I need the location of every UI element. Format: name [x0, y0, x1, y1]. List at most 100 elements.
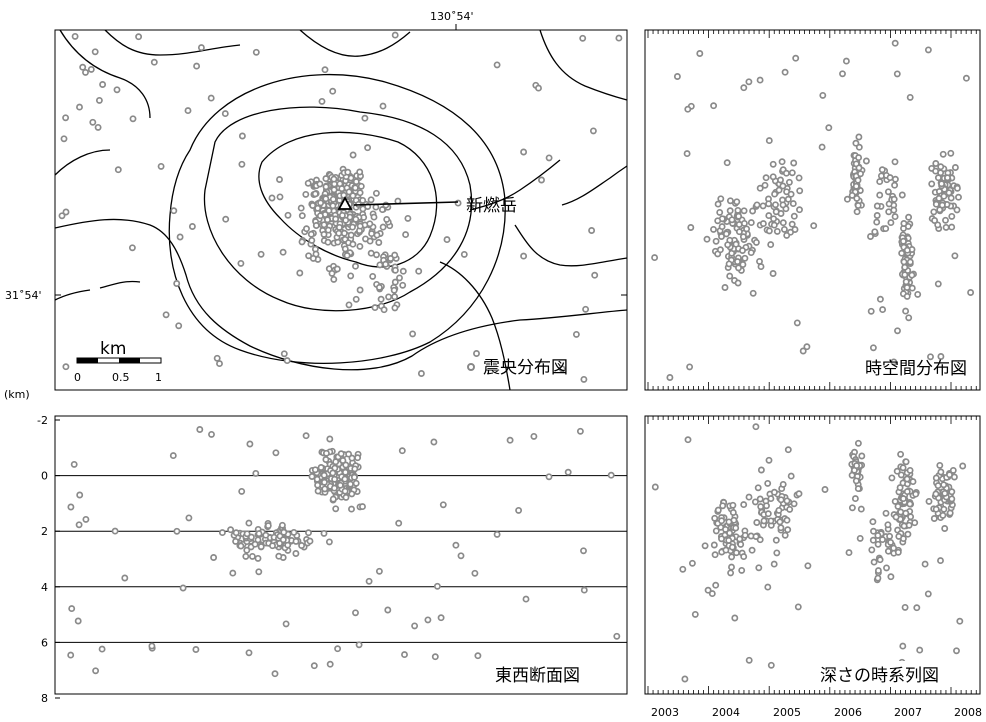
section-points [67, 426, 621, 678]
section-point [365, 577, 373, 585]
epicenter-point [207, 94, 215, 102]
space-time-point [787, 190, 795, 198]
section-point [439, 501, 447, 509]
section-point [384, 606, 392, 614]
depth-time-point [763, 502, 770, 510]
epicenter-point [373, 251, 380, 259]
space-time-point [799, 347, 807, 355]
depth-time-point [911, 519, 919, 527]
space-time-point [761, 181, 769, 189]
epicenter-points [58, 31, 623, 383]
space-time-point [735, 264, 742, 272]
depth-time-point [760, 517, 768, 525]
space-time-point [891, 39, 899, 47]
depth-time-point [757, 503, 765, 511]
section-point [218, 529, 226, 537]
section-point [352, 479, 360, 487]
depth-time-point [712, 527, 720, 535]
section-point [341, 475, 349, 483]
epicenter-point [369, 272, 377, 280]
space-time-point [878, 166, 886, 174]
space-time-point [779, 182, 787, 190]
section-point [522, 595, 530, 603]
section-point [290, 528, 298, 536]
space-time-point [903, 284, 911, 291]
space-time-point [696, 50, 704, 57]
section-point [305, 529, 312, 537]
depth-time-point [894, 502, 902, 510]
epicenter-point [340, 229, 348, 237]
depth-time-point [869, 536, 877, 544]
space-time-point [784, 195, 792, 203]
depth-time-point [913, 604, 921, 612]
section-point [279, 536, 287, 544]
depth-time-point [857, 505, 865, 513]
space-time-point [783, 231, 791, 239]
epicenter-point [375, 283, 383, 291]
space-time-point [771, 190, 779, 198]
depth-time-point [845, 549, 853, 557]
space-time-point [948, 223, 956, 231]
scale-tick-0: 0 [74, 371, 81, 384]
epicenter-point [342, 216, 350, 224]
epicenter-point [213, 354, 221, 362]
depth-time-point [764, 510, 772, 518]
epicenter-point [372, 203, 380, 211]
depth-time-point [902, 509, 910, 517]
depth-time-point [741, 531, 749, 539]
epicenter-point [558, 365, 566, 373]
depth-time-point [757, 466, 765, 474]
depth-time-point [755, 564, 763, 572]
depth-time-point [786, 505, 794, 513]
section-point [298, 542, 306, 549]
section-point [232, 529, 240, 537]
depth-time-point [779, 480, 787, 488]
space-time-point [739, 261, 747, 268]
epicenter-point [332, 215, 340, 223]
epicenter-point [216, 360, 223, 368]
section-point [292, 537, 300, 545]
space-time-point [903, 292, 911, 300]
space-time-point [902, 307, 910, 315]
depth-time-point [776, 518, 784, 526]
section-point [342, 461, 350, 469]
space-time-title: 時空間分布図 [865, 359, 967, 379]
epicenter-point [322, 183, 330, 191]
section-point [271, 670, 279, 678]
epicenter-point [368, 230, 376, 238]
epicenter-point [356, 286, 364, 294]
space-time-point [778, 158, 786, 166]
space-time-point [825, 124, 833, 132]
epicenter-point [357, 182, 365, 190]
depth-time-point [930, 515, 938, 522]
section-point [237, 542, 245, 550]
depth-time-point [651, 483, 659, 491]
space-time-point [765, 137, 773, 145]
epicenter-point [173, 280, 181, 287]
section-point [252, 469, 260, 477]
space-time-point [803, 343, 811, 351]
epicenter-point [314, 204, 322, 212]
depth-time-point [856, 534, 864, 542]
depth-time-point [874, 532, 882, 539]
depth-time-point [941, 489, 949, 497]
depth-time-point [732, 549, 740, 557]
epicenter-point [352, 178, 360, 186]
depth-time-point [691, 610, 699, 618]
epicenter-point [316, 212, 324, 220]
section-point [255, 530, 263, 538]
space-time-point [772, 208, 780, 216]
epicenter-point [309, 202, 317, 209]
space-time-point [900, 220, 908, 227]
depth-time-point [748, 546, 756, 554]
section-point [346, 480, 354, 488]
depth-time-point [883, 564, 890, 572]
depth-time-point [821, 486, 829, 493]
depth-time-point [948, 495, 956, 503]
epicenter-point [308, 236, 316, 244]
section-point [341, 468, 349, 476]
space-time-point [906, 93, 914, 101]
section-point [314, 481, 322, 489]
epicenter-point [329, 195, 337, 203]
space-time-ticks [647, 30, 977, 390]
